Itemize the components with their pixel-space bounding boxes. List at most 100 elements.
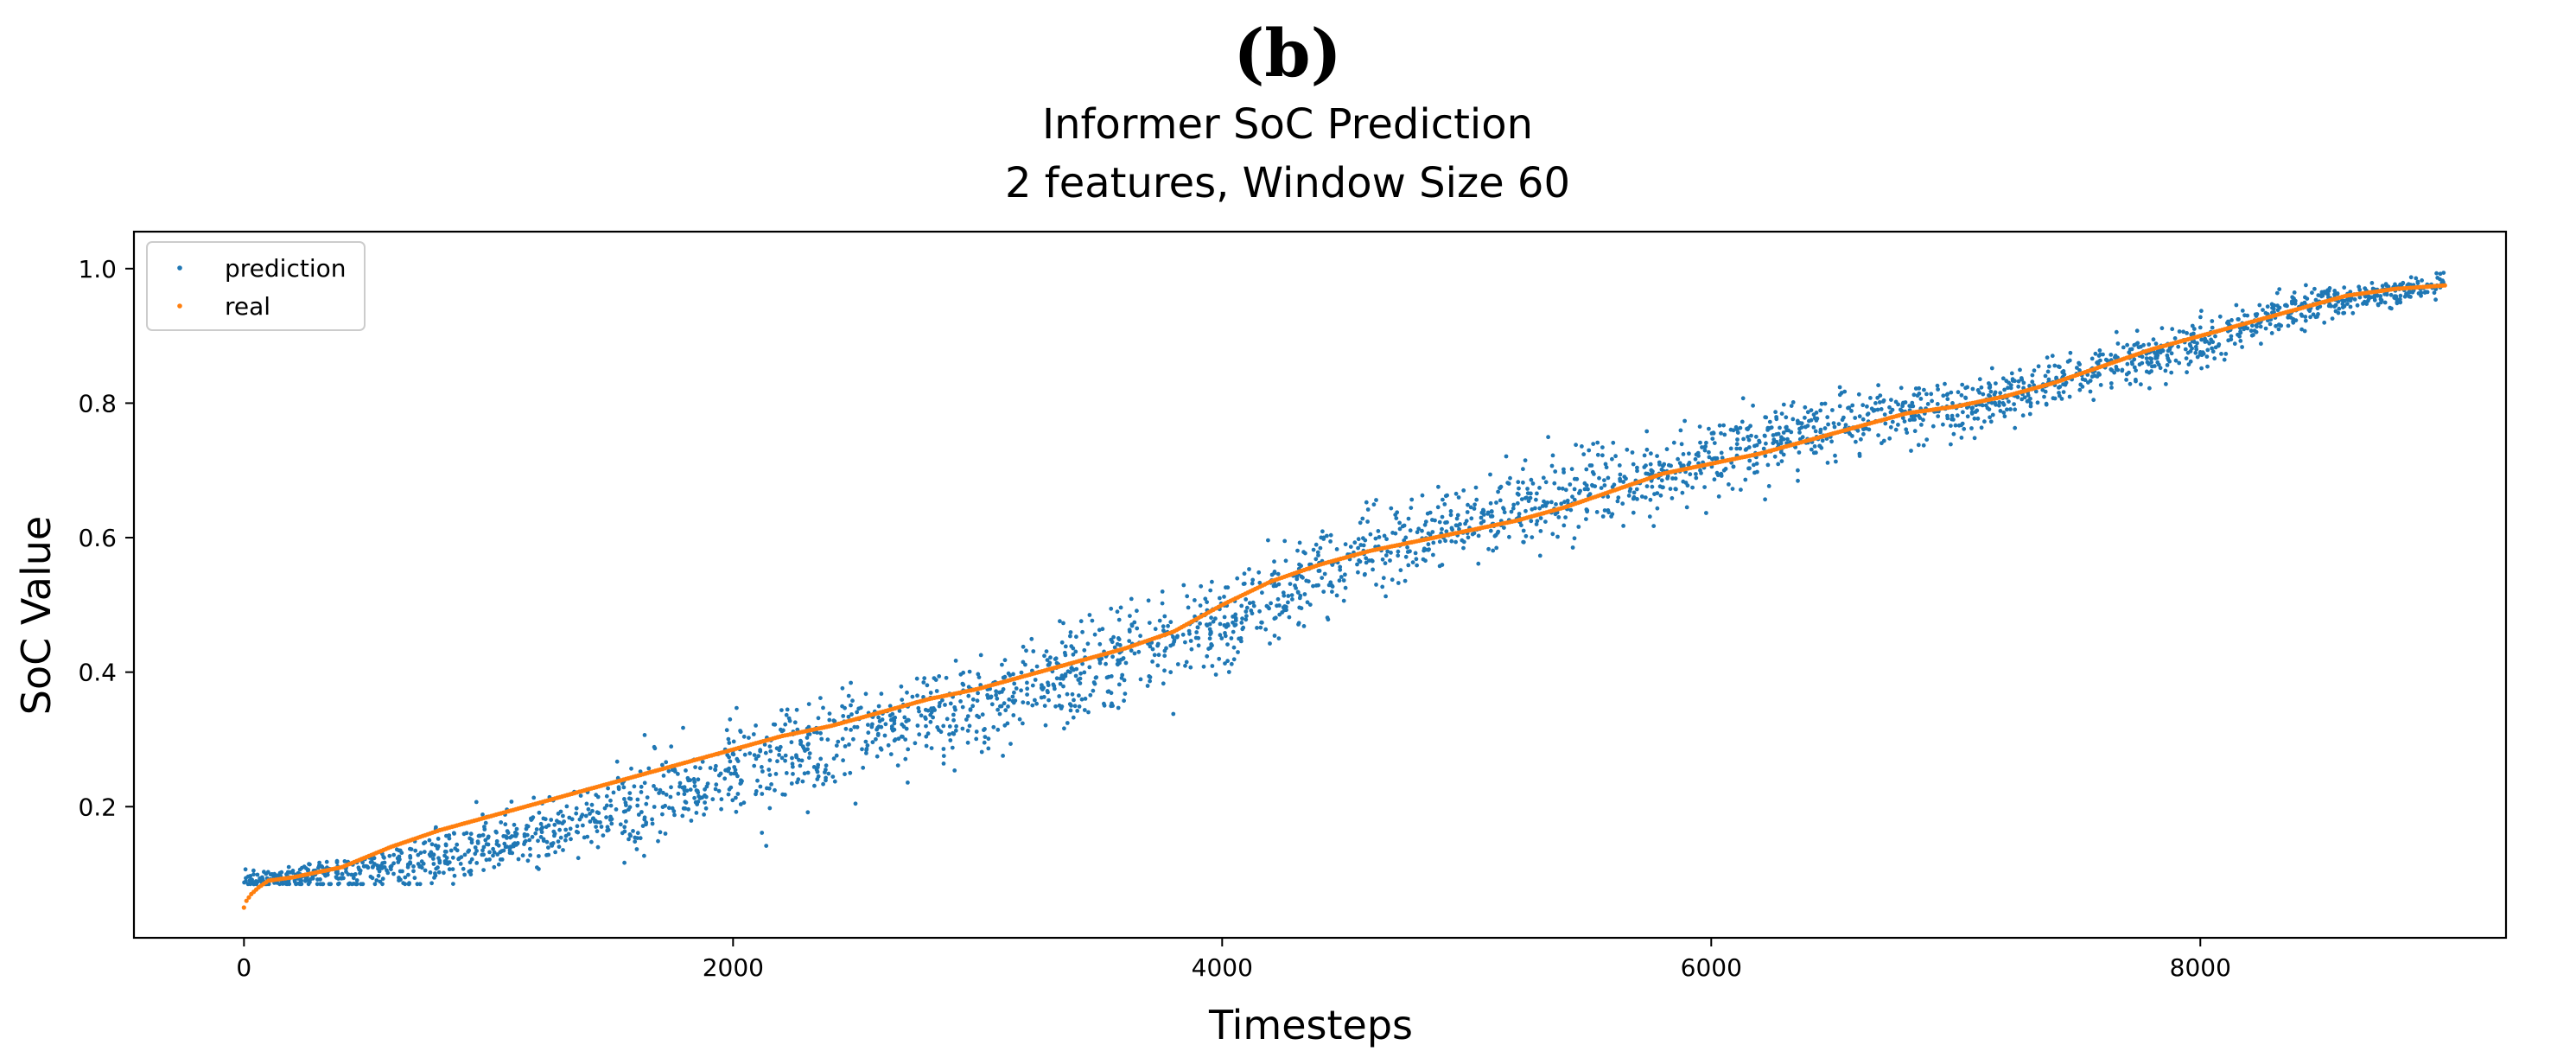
prediction-point	[2226, 338, 2231, 343]
prediction-point	[1273, 615, 1278, 621]
prediction-point	[1538, 516, 1543, 520]
prediction-point	[2006, 385, 2010, 391]
prediction-point	[1556, 486, 1562, 491]
prediction-point	[1796, 468, 1800, 473]
prediction-point	[1876, 383, 1881, 388]
prediction-point	[1087, 613, 1092, 617]
prediction-point	[2204, 339, 2209, 344]
prediction-point	[274, 873, 279, 878]
prediction-point	[356, 865, 361, 870]
prediction-point	[2183, 347, 2188, 352]
prediction-point	[924, 743, 929, 749]
prediction-point	[1486, 546, 1491, 551]
prediction-point	[1306, 579, 1311, 583]
prediction-point	[1185, 594, 1190, 599]
prediction-point	[529, 818, 534, 822]
prediction-point	[840, 685, 845, 691]
prediction-point	[1600, 514, 1606, 519]
prediction-point	[528, 853, 532, 857]
prediction-point	[1194, 630, 1199, 634]
prediction-point	[806, 702, 811, 706]
prediction-point	[621, 785, 627, 790]
prediction-point	[789, 740, 794, 745]
prediction-point	[1420, 528, 1424, 533]
prediction-point	[1311, 583, 1315, 589]
prediction-point	[802, 771, 807, 776]
prediction-point	[1515, 500, 1520, 506]
prediction-point	[474, 849, 479, 853]
prediction-point	[937, 728, 941, 732]
prediction-point	[754, 792, 758, 797]
prediction-point	[1710, 436, 1715, 441]
prediction-point	[1389, 551, 1393, 555]
prediction-point	[469, 840, 474, 845]
legend-marker-real	[177, 303, 182, 309]
prediction-point	[1071, 652, 1076, 657]
prediction-point	[1738, 425, 1743, 430]
prediction-point	[1620, 501, 1625, 507]
prediction-point	[663, 831, 668, 836]
prediction-point	[642, 733, 647, 737]
prediction-point	[1594, 510, 1600, 514]
prediction-point	[1138, 634, 1142, 639]
prediction-point	[1203, 596, 1208, 602]
prediction-point	[1678, 428, 1683, 433]
prediction-point	[1680, 490, 1685, 495]
prediction-point	[1396, 549, 1401, 554]
prediction-point	[382, 860, 387, 865]
prediction-point	[1649, 468, 1654, 473]
prediction-point	[644, 801, 649, 806]
prediction-point	[2124, 372, 2129, 377]
prediction-point	[1243, 609, 1249, 614]
prediction-point	[2058, 365, 2062, 370]
prediction-point	[1779, 411, 1784, 416]
prediction-point	[633, 835, 638, 840]
prediction-point	[1716, 494, 1721, 499]
prediction-point	[1069, 644, 1074, 649]
prediction-point	[1461, 539, 1466, 545]
prediction-point	[2271, 306, 2276, 311]
prediction-point	[2057, 385, 2061, 390]
prediction-point	[2210, 319, 2215, 323]
prediction-point	[970, 704, 976, 709]
prediction-point	[1915, 393, 1920, 398]
prediction-point	[1854, 439, 1858, 444]
prediction-point	[1822, 401, 1828, 406]
prediction-point	[1555, 534, 1560, 539]
prediction-point	[1030, 703, 1035, 708]
prediction-point	[693, 765, 697, 769]
prediction-point	[442, 861, 448, 865]
prediction-point	[2440, 278, 2446, 284]
prediction-point	[824, 768, 828, 772]
prediction-point	[1930, 424, 1936, 429]
prediction-point	[327, 882, 332, 887]
prediction-point	[899, 684, 904, 689]
prediction-point	[1681, 452, 1686, 456]
prediction-point	[1442, 502, 1447, 507]
prediction-point	[2137, 362, 2142, 367]
prediction-point	[537, 810, 542, 815]
prediction-point	[1962, 426, 1967, 431]
prediction-point	[2177, 329, 2182, 334]
prediction-point	[2308, 315, 2313, 320]
prediction-point	[1042, 704, 1047, 708]
prediction-point	[1584, 467, 1589, 472]
prediction-point	[2189, 332, 2194, 337]
prediction-point	[1975, 388, 1981, 392]
prediction-point	[1994, 381, 1998, 385]
prediction-point	[1343, 585, 1348, 590]
prediction-point	[1568, 482, 1573, 487]
prediction-point	[787, 718, 792, 723]
prediction-point	[2199, 309, 2204, 314]
prediction-point	[427, 838, 432, 843]
prediction-point	[875, 754, 880, 759]
prediction-point	[1969, 406, 1975, 411]
prediction-point	[843, 744, 848, 749]
prediction-point	[2121, 345, 2126, 350]
prediction-point	[1416, 526, 1422, 532]
prediction-point	[1610, 456, 1614, 462]
prediction-point	[368, 860, 373, 864]
prediction-point	[303, 878, 308, 883]
prediction-point	[1157, 618, 1162, 623]
prediction-point	[874, 736, 878, 742]
